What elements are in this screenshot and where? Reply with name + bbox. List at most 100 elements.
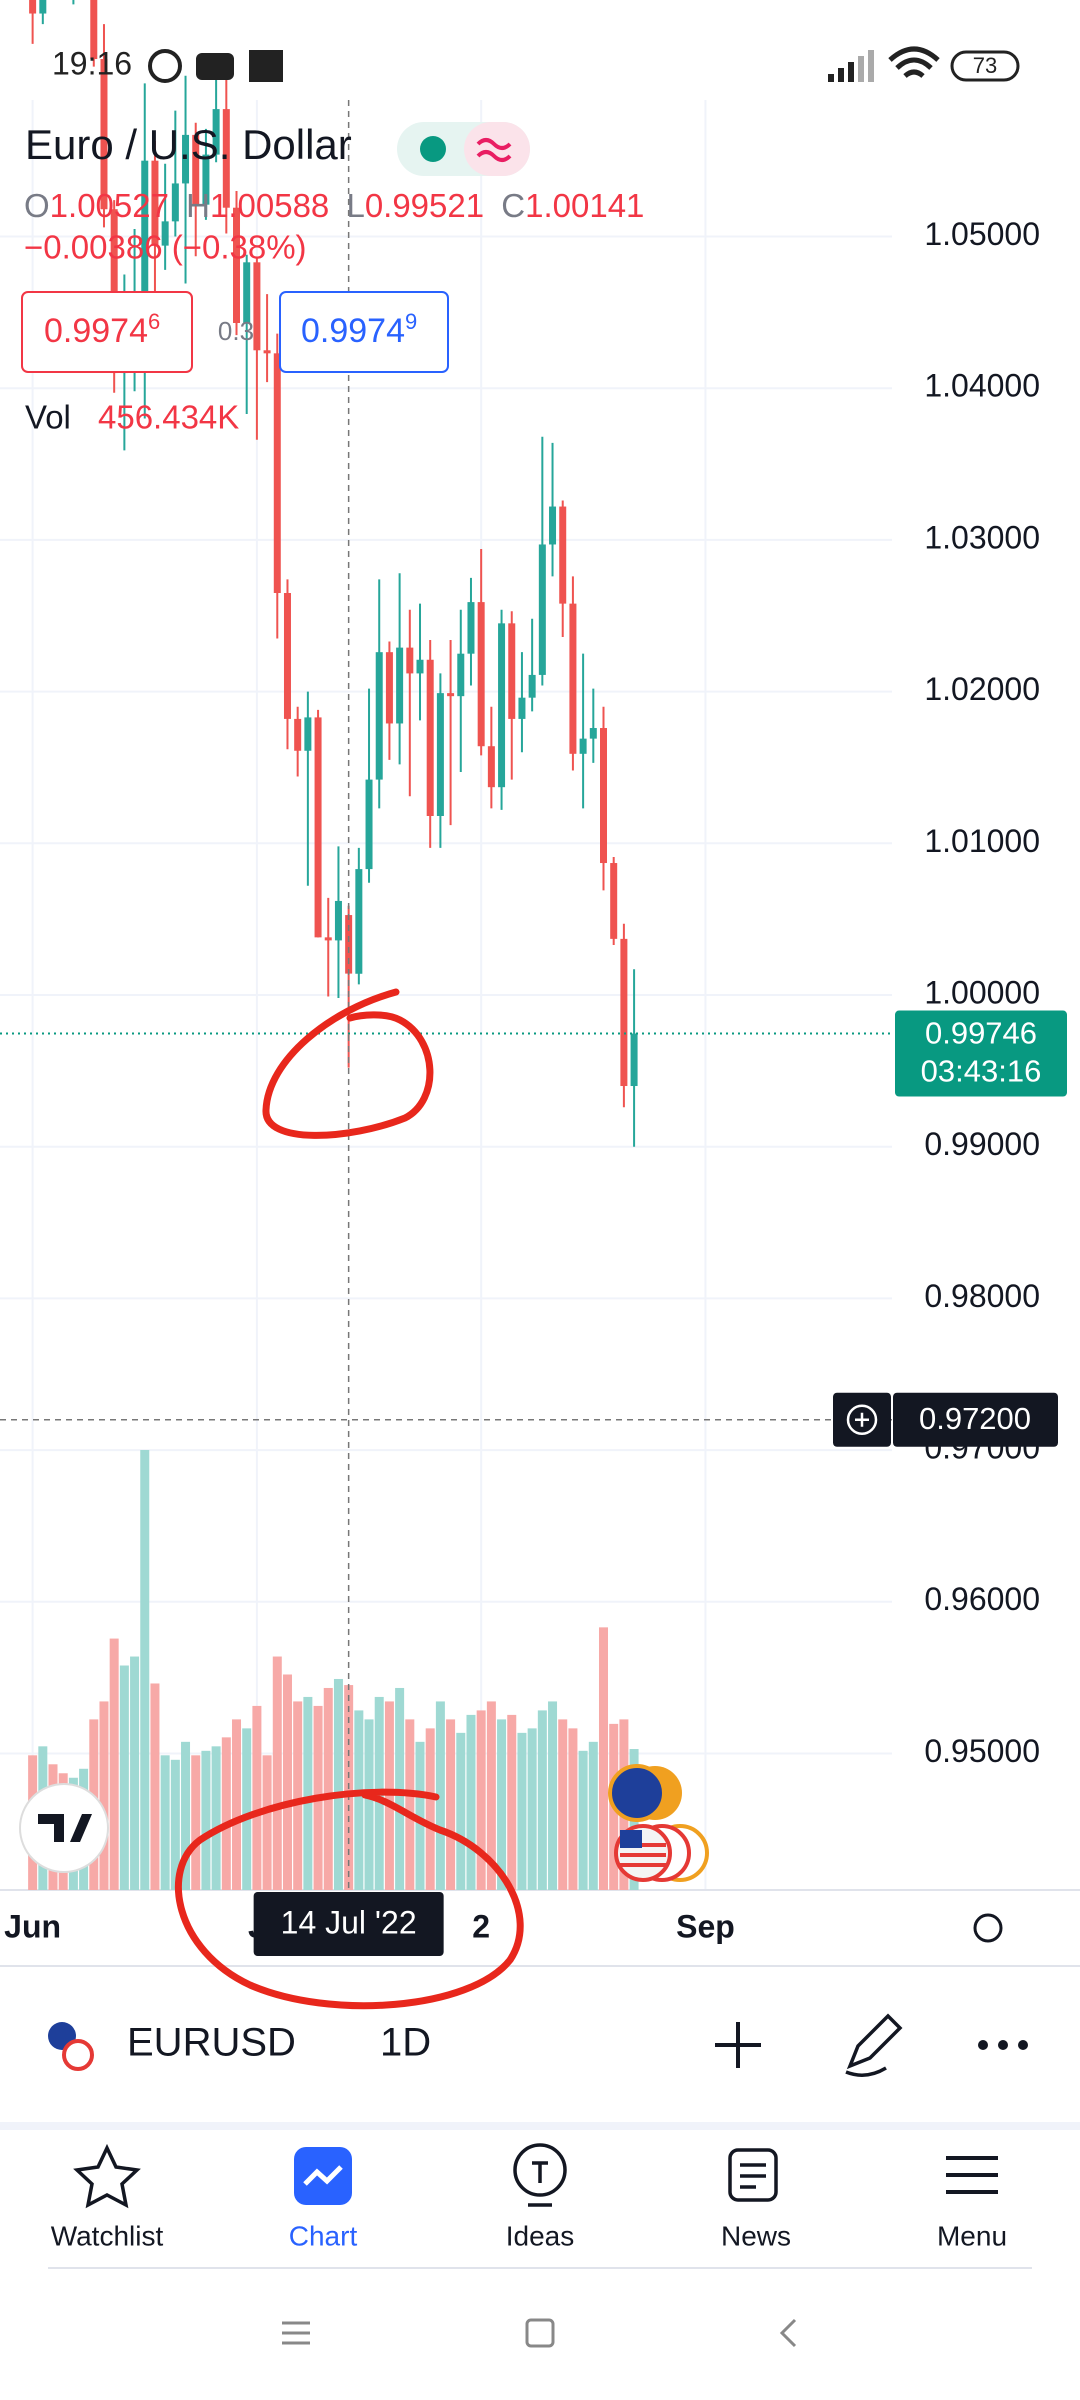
candle-body bbox=[426, 659, 434, 816]
candle-body bbox=[436, 693, 444, 816]
volume-bar bbox=[384, 1701, 394, 1890]
change: −0.00386 (−0.38%) bbox=[24, 229, 307, 266]
x-tick-label: Sep bbox=[676, 1908, 735, 1944]
status-pill-right bbox=[464, 122, 530, 176]
y-tick-label: 0.95000 bbox=[924, 1733, 1040, 1769]
nav-label[interactable]: Ideas bbox=[506, 2220, 575, 2251]
us-flag-canton bbox=[620, 1830, 642, 1848]
nav-shadow bbox=[0, 2122, 1080, 2130]
volume-bar bbox=[527, 1728, 537, 1890]
toolbar-interval[interactable]: 1D bbox=[380, 2021, 431, 2065]
annotation-circle bbox=[175, 1788, 524, 2010]
high-value: 1.00588 bbox=[210, 187, 329, 224]
y-tick-label: 1.03000 bbox=[924, 519, 1040, 555]
y-tick-label: 0.99000 bbox=[924, 1126, 1040, 1162]
battery-level: 73 bbox=[973, 53, 997, 78]
buy-button[interactable] bbox=[279, 291, 449, 373]
candle-body bbox=[314, 717, 322, 938]
ideas-icon[interactable] bbox=[513, 2143, 567, 2197]
candle-body bbox=[90, 0, 98, 60]
candle-body bbox=[192, 134, 200, 205]
candle-body bbox=[29, 0, 37, 14]
candle-body bbox=[375, 652, 383, 780]
system-home[interactable] bbox=[525, 2318, 555, 2348]
watchlist-icon[interactable] bbox=[73, 2143, 141, 2209]
menu-icon[interactable] bbox=[946, 2156, 998, 2194]
volume-bar bbox=[140, 1450, 150, 1890]
toolbar-symbol[interactable]: EURUSD bbox=[127, 2021, 296, 2065]
y-tick-label: 1.05000 bbox=[924, 216, 1040, 252]
crosshair-date-label: 14 Jul '22 bbox=[281, 1904, 417, 1940]
candle-body bbox=[528, 674, 536, 698]
volume-value: 456.434K bbox=[98, 399, 239, 436]
candle-body bbox=[579, 738, 587, 754]
high-label: H bbox=[186, 187, 210, 224]
candle-body bbox=[222, 109, 230, 208]
crosshair-price-label: 0.97200 bbox=[919, 1401, 1031, 1436]
x-tick-label: Jun bbox=[4, 1908, 61, 1944]
low-value: 0.99521 bbox=[365, 187, 484, 224]
candle-body bbox=[508, 623, 516, 719]
candle-body bbox=[324, 937, 332, 941]
volume-bar bbox=[456, 1732, 466, 1890]
news-icon-lines bbox=[740, 2163, 766, 2189]
wifi-icon bbox=[888, 46, 940, 78]
more-button[interactable] bbox=[978, 2040, 1028, 2050]
symbol-flag-us bbox=[62, 2039, 94, 2071]
volume-bar bbox=[578, 1750, 588, 1890]
spread: 0.3 bbox=[218, 316, 254, 346]
candle-body bbox=[253, 262, 261, 351]
candle-body bbox=[151, 160, 159, 246]
system-back[interactable] bbox=[779, 2318, 797, 2348]
candle-body bbox=[182, 134, 190, 184]
volume-bar bbox=[252, 1705, 262, 1890]
volume-bar bbox=[272, 1656, 282, 1890]
add-button[interactable] bbox=[715, 2022, 761, 2068]
nav-label[interactable]: Menu bbox=[937, 2220, 1007, 2251]
volume-bar bbox=[232, 1719, 242, 1890]
add-icon bbox=[846, 1404, 878, 1435]
nav-label[interactable]: News bbox=[721, 2220, 791, 2251]
volume-bar bbox=[333, 1678, 343, 1890]
volume-bar bbox=[537, 1710, 547, 1890]
candle-body bbox=[365, 779, 373, 870]
candle-body bbox=[263, 350, 271, 354]
candle-body bbox=[273, 353, 281, 594]
y-tick-label: 1.04000 bbox=[924, 368, 1040, 404]
candle-body bbox=[396, 647, 404, 724]
sell-button[interactable] bbox=[21, 291, 193, 373]
settings-icon[interactable] bbox=[973, 1913, 1003, 1943]
event-eu[interactable] bbox=[608, 1764, 666, 1822]
volume-bar bbox=[425, 1728, 435, 1890]
volume-bar bbox=[119, 1665, 129, 1890]
delayed-icon bbox=[476, 138, 512, 162]
candle-body bbox=[559, 506, 567, 604]
sell-price: 0.99746 bbox=[44, 309, 160, 350]
youtube-icon bbox=[196, 53, 234, 80]
volume-bar bbox=[395, 1687, 405, 1890]
volume-bar bbox=[150, 1683, 160, 1890]
candle-body bbox=[304, 717, 312, 751]
candle-body bbox=[467, 602, 475, 654]
x-tick-label: 2 bbox=[472, 1908, 490, 1944]
candle-body bbox=[457, 653, 465, 697]
ohlc-row: O1.00527 H1.00588 L0.99521 C1.00141 bbox=[24, 187, 644, 224]
system-menu[interactable] bbox=[282, 2321, 310, 2345]
crosshair-price-box bbox=[893, 1392, 1058, 1447]
draw-button[interactable] bbox=[845, 2013, 903, 2077]
volume-bar bbox=[109, 1638, 119, 1890]
volume-bar bbox=[191, 1755, 201, 1890]
candle-body bbox=[487, 746, 495, 788]
crosshair-date-box bbox=[253, 1892, 444, 1956]
nav-label[interactable]: Watchlist bbox=[51, 2220, 164, 2251]
nav-label[interactable]: Chart bbox=[289, 2220, 358, 2251]
volume-bar bbox=[160, 1755, 170, 1890]
news-icon[interactable] bbox=[728, 2148, 778, 2202]
volume-bar bbox=[558, 1719, 568, 1890]
candle-body bbox=[600, 728, 608, 864]
candle-body bbox=[416, 659, 424, 674]
volume-bar bbox=[405, 1719, 415, 1890]
volume-bar bbox=[466, 1714, 476, 1890]
open-label: O bbox=[24, 187, 50, 224]
